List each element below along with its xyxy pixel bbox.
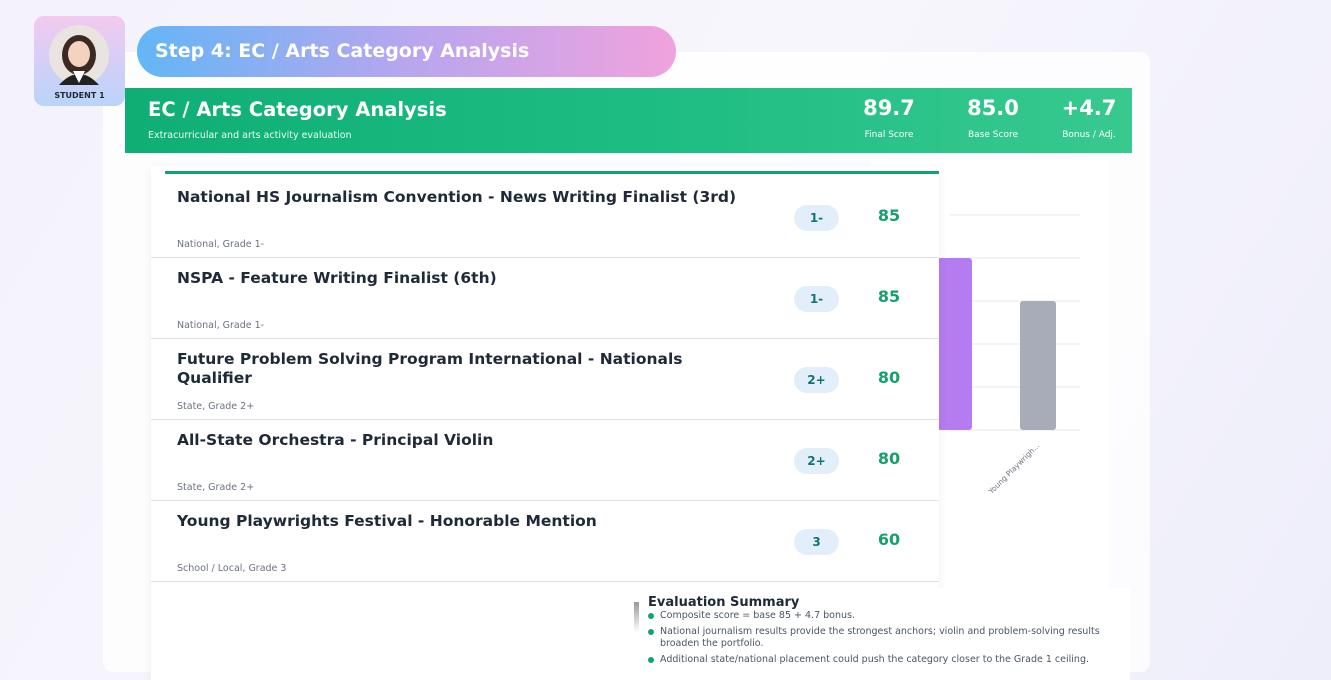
student-label: STUDENT 1: [54, 91, 105, 100]
bullet-dot: [648, 613, 654, 619]
summary-box: Evaluation Summary Composite score = bas…: [634, 588, 1130, 680]
chart: Young Playwrigh...: [930, 214, 1080, 497]
stat: 89.7 Final Score: [844, 96, 934, 140]
activity-title: All-State Orchestra - Principal Violin: [177, 431, 494, 449]
activity-meta: School / Local, Grade 3: [177, 563, 287, 574]
stat: +4.7 Bonus / Adj.: [1044, 96, 1134, 140]
grade-pill: 1-: [794, 286, 839, 312]
summary-title: Evaluation Summary: [648, 595, 800, 610]
activity-item: Young Playwrights Festival - Honorable M…: [151, 500, 939, 582]
activity-score: 85: [877, 287, 901, 306]
stat-label: Bonus / Adj.: [1062, 130, 1116, 140]
activity-meta: State, Grade 2+: [177, 482, 255, 493]
activity-title: NSPA - Feature Writing Finalist (6th): [177, 269, 497, 287]
student-badge[interactable]: STUDENT 1: [34, 16, 125, 106]
summary-accent: [634, 602, 639, 632]
stat-value: +4.7: [1061, 96, 1117, 120]
grade-pill: 3: [794, 529, 839, 555]
bar-label: Young Playwrigh...: [986, 441, 1041, 496]
grade-pill: 2+: [794, 367, 839, 393]
activity-score: 85: [877, 206, 901, 225]
activity-title: Future Problem Solving Program Internati…: [177, 350, 683, 387]
header-band: EC / Arts Category Analysis Extracurricu…: [125, 88, 1132, 153]
activity-meta: National, Grade 1-: [177, 320, 265, 331]
activity-item: National HS Journalism Convention - News…: [151, 176, 939, 258]
header-subtitle: Extracurricular and arts activity evalua…: [148, 130, 352, 141]
activity-meta: National, Grade 1-: [177, 239, 265, 250]
activity-title: National HS Journalism Convention - News…: [177, 188, 737, 206]
step-title: Step 4: EC / Arts Category Analysis: [155, 40, 530, 62]
bullet-text: National journalism results provide the …: [660, 626, 1100, 649]
grade-pill: 2+: [794, 448, 839, 474]
summary-bullet: National journalism results provide the …: [648, 626, 1130, 650]
stat-value: 89.7: [863, 96, 915, 120]
activity-score: 80: [877, 368, 901, 387]
summary-list: Composite score = base 85 + 4.7 bonus. Na…: [646, 610, 1130, 670]
activity-item: NSPA - Feature Writing Finalist (6th) Nat…: [151, 257, 939, 339]
bar: [930, 258, 972, 430]
step-pill: Step 4: EC / Arts Category Analysis: [137, 26, 676, 77]
bullet-text: Additional state/national placement coul…: [660, 654, 1089, 665]
stat-label: Final Score: [864, 130, 914, 140]
avatar: [49, 25, 109, 85]
grade-pill: 1-: [794, 205, 839, 231]
bullet-text: Composite score = base 85 + 4.7 bonus.: [660, 610, 855, 621]
list-accent: [165, 171, 939, 174]
bar: [1020, 301, 1056, 430]
summary-bullet: Additional state/national placement coul…: [648, 654, 1130, 666]
bullet-dot: [648, 657, 654, 663]
activity-item: Future Problem Solving Program Internati…: [151, 338, 939, 420]
header-title: EC / Arts Category Analysis: [148, 98, 447, 121]
summary-bullet: Composite score = base 85 + 4.7 bonus.: [648, 610, 1130, 622]
stat: 85.0 Base Score: [948, 96, 1038, 140]
activity-title: Young Playwrights Festival - Honorable M…: [177, 512, 597, 530]
stat-value: 85.0: [967, 96, 1019, 120]
activity-item: All-State Orchestra - Principal Violin St…: [151, 419, 939, 501]
bullet-dot: [648, 629, 654, 635]
activity-meta: State, Grade 2+: [177, 401, 255, 412]
activity-score: 60: [877, 530, 901, 549]
activity-score: 80: [877, 449, 901, 468]
stat-label: Base Score: [968, 130, 1018, 140]
